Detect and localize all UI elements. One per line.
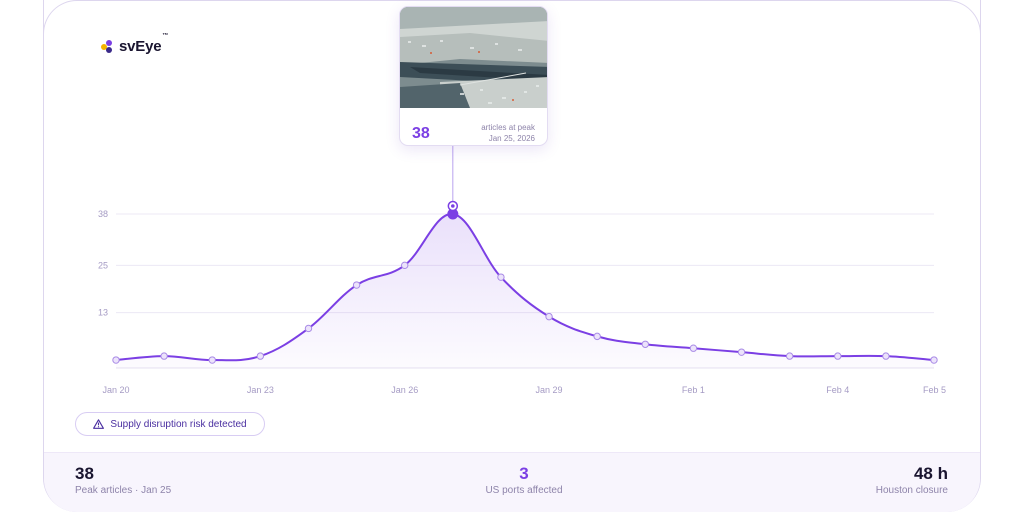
data-point[interactable] — [304, 324, 313, 333]
brand-name: svEye™ — [119, 33, 169, 55]
stat-label: Houston closure — [875, 485, 948, 496]
data-point[interactable] — [785, 352, 794, 360]
data-point[interactable] — [352, 281, 361, 289]
data-point[interactable] — [160, 352, 168, 360]
x-axis: Jan 20 Jan 23 Jan 26 Jan 29 Feb 1 Feb 4 Feb 5 — [102, 385, 946, 395]
peak-meta: articles at peak Jan 25, 2026 — [481, 122, 535, 144]
stats-band — [44, 452, 980, 512]
stat-peak-articles: 38 Peak articles · Jan 25 — [75, 464, 171, 497]
data-point[interactable] — [737, 348, 746, 356]
stat-label: US ports affected — [485, 485, 563, 496]
peak-anchor-dot — [451, 204, 455, 208]
data-point[interactable] — [208, 356, 216, 364]
data-point[interactable] — [641, 340, 649, 348]
x-tick-label: Feb 1 — [682, 385, 705, 395]
data-point[interactable] — [930, 356, 938, 364]
peak-date: Jan 25, 2026 — [488, 134, 535, 143]
y-tick-label: 13 — [98, 308, 108, 318]
stat-value: 3 — [519, 464, 529, 483]
x-tick-label: Jan 20 — [102, 385, 129, 395]
risk-alert-chip[interactable]: Supply disruption risk detected — [75, 412, 265, 436]
alert-text: Supply disruption risk detected — [110, 418, 247, 430]
y-axis: 38 25 13 — [98, 209, 108, 318]
data-point[interactable] — [545, 312, 553, 321]
data-point[interactable] — [401, 261, 409, 270]
y-tick-label: 38 — [98, 209, 108, 219]
x-tick-label: Feb 4 — [826, 385, 849, 395]
x-tick-label: Jan 23 — [247, 385, 274, 395]
data-point[interactable] — [497, 273, 505, 281]
data-point[interactable] — [593, 332, 601, 341]
x-tick-label: Feb 5 — [923, 385, 946, 395]
warning-icon — [93, 419, 105, 429]
data-point[interactable] — [689, 344, 698, 352]
logo-icon — [101, 39, 115, 54]
data-point[interactable] — [882, 352, 890, 360]
stat-value: 48 h — [913, 464, 948, 483]
data-point[interactable] — [256, 352, 265, 360]
x-tick-label: Jan 26 — [391, 385, 418, 395]
aerial-city-photo — [400, 7, 547, 108]
y-tick-label: 25 — [98, 260, 108, 270]
data-point[interactable] — [834, 352, 842, 360]
peak-caption: articles at peak — [481, 123, 535, 132]
x-tick-label: Jan 29 — [536, 385, 563, 395]
data-points — [112, 200, 938, 364]
data-point[interactable] — [112, 356, 120, 364]
peak-tooltip[interactable]: 38 articles at peak Jan 25, 2026 — [399, 6, 548, 146]
series-area — [116, 213, 934, 368]
peak-value: 38 — [412, 125, 430, 142]
peak-point[interactable] — [447, 208, 459, 220]
stat-label: Peak articles · Jan 25 — [75, 485, 172, 496]
brand-logo[interactable]: svEye™ — [101, 33, 169, 55]
stat-ports-affected: 3 US ports affected — [474, 464, 574, 497]
stat-value: 38 — [75, 464, 94, 483]
stat-houston-closure: 48 h Houston closure — [876, 464, 948, 497]
